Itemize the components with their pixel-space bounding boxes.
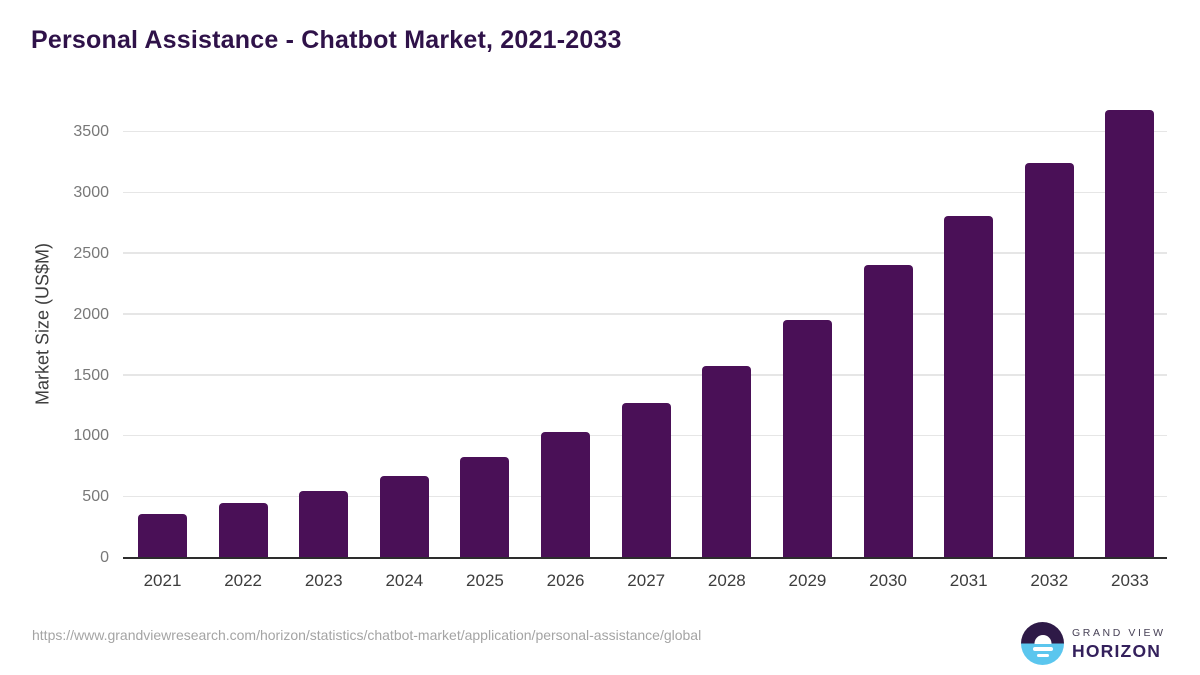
bar-2032: [1024, 162, 1074, 557]
x-tick-label-2033: 2033: [1111, 571, 1149, 590]
gridline-3500: [123, 130, 1167, 133]
logo-arch-icon: [1034, 635, 1051, 644]
y-tick-label-2000: 2000: [73, 305, 109, 323]
source-url: https://www.grandviewresearch.com/horizo…: [32, 627, 702, 643]
bar-2023: [299, 490, 349, 557]
y-tick-label-3500: 3500: [73, 123, 109, 141]
gridline-2500: [123, 252, 1167, 254]
y-tick-label-1000: 1000: [73, 427, 109, 445]
bar-2022: [218, 503, 268, 557]
gridline-1500: [123, 374, 1167, 376]
x-tick-label-2027: 2027: [627, 571, 666, 590]
bar-2029: [782, 319, 832, 557]
grand-view-horizon-logo-icon: [1021, 622, 1064, 665]
bar-2031: [944, 215, 994, 557]
logo-horizon-label: HORIZON: [1072, 641, 1162, 661]
x-tick-label-2024: 2024: [385, 571, 424, 590]
plot-area: [123, 108, 1167, 559]
x-tick-label-2021: 2021: [143, 571, 182, 590]
bar-2027: [621, 403, 671, 557]
gridline-2000: [123, 313, 1167, 315]
logo-grand-view-label: GRAND VIEW: [1072, 627, 1166, 639]
y-tick-label-3000: 3000: [73, 184, 109, 202]
x-tick-label-2022: 2022: [224, 571, 263, 590]
bar-2021: [138, 513, 187, 557]
x-tick-label-2028: 2028: [707, 571, 746, 590]
bar-2030: [863, 264, 913, 557]
x-tick-label-2030: 2030: [869, 571, 907, 590]
bar-2025: [460, 456, 510, 557]
bar-2024: [379, 475, 429, 557]
bar-2033: [1105, 110, 1155, 557]
x-tick-label-2023: 2023: [304, 571, 343, 590]
bar-2026: [541, 431, 591, 557]
x-tick-label-2025: 2025: [466, 571, 504, 590]
y-tick-label-1500: 1500: [73, 366, 109, 384]
x-tick-label-2031: 2031: [949, 571, 988, 590]
logo-horizon-line-small-icon: [1036, 653, 1049, 657]
gridline-3000: [123, 191, 1167, 194]
x-axis-line: [123, 557, 1167, 559]
x-tick-label-2032: 2032: [1030, 571, 1069, 590]
y-tick-label-2500: 2500: [73, 244, 109, 262]
y-tick-label-500: 500: [82, 488, 109, 506]
bar-2028: [702, 366, 752, 557]
y-tick-label-0: 0: [100, 549, 109, 566]
chart-title: Personal Assistance - Chatbot Market, 20…: [31, 26, 622, 54]
x-tick-label-2029: 2029: [788, 571, 827, 590]
x-tick-label-2026: 2026: [546, 571, 585, 590]
brand-logo-text: GRAND VIEW HORIZON: [1072, 627, 1166, 662]
logo-horizon-line-icon: [1032, 647, 1053, 651]
